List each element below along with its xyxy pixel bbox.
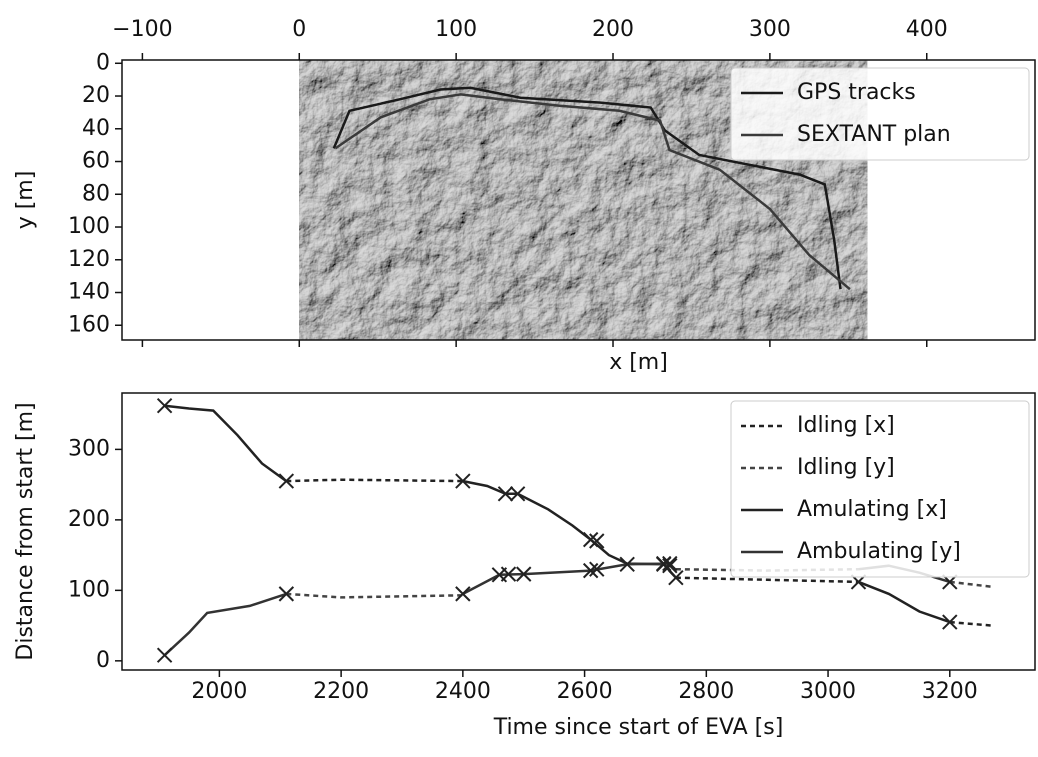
x-tick-label: 2600: [557, 679, 613, 704]
x-tick-label: 3200: [922, 679, 978, 704]
y-tick-label: 100: [68, 577, 110, 602]
legend-label: GPS tracks: [797, 80, 916, 105]
x-axis-label: Time since start of EVA [s]: [493, 715, 784, 740]
legend-label: Idling [x]: [797, 413, 895, 438]
y-tick-label: 20: [82, 83, 110, 108]
y-tick-label: 60: [82, 149, 110, 174]
y-tick-label: 40: [82, 116, 110, 141]
y-tick-label: 0: [96, 50, 110, 75]
y-tick-label: 0: [96, 648, 110, 673]
x-marker: [456, 587, 470, 601]
x-tick-label: 2800: [678, 679, 734, 704]
y-tick-label: 160: [68, 312, 110, 337]
y-tick-label: 200: [68, 507, 110, 532]
x-tick-label: 3000: [800, 679, 856, 704]
legend-label: Ambulating [y]: [797, 539, 961, 564]
x-tick-label: 200: [592, 17, 634, 42]
y-tick-label: 80: [82, 181, 110, 206]
y-tick-label: 100: [68, 214, 110, 239]
x-tick-label: 100: [435, 17, 477, 42]
x-tick-label: 2400: [435, 679, 491, 704]
y-axis-label: Distance from start [m]: [13, 402, 38, 660]
x-tick-label: 2000: [191, 679, 247, 704]
x-axis-label: x [m]: [609, 350, 668, 375]
y-tick-label: 300: [68, 436, 110, 461]
x-tick-label: 400: [906, 17, 948, 42]
x-tick-label: 2200: [313, 679, 369, 704]
y-tick-label: 120: [68, 247, 110, 272]
legend-label: Idling [y]: [797, 455, 895, 480]
x-tick-label: −100: [112, 17, 172, 42]
legend-label: SEXTANT plan: [797, 122, 951, 147]
y-axis-label: y [m]: [13, 171, 38, 230]
x-tick-label: 0: [292, 17, 306, 42]
figure: −1000100200300400020406080100120140160x …: [0, 0, 1038, 757]
x-tick-label: 300: [749, 17, 791, 42]
legend-label: Amulating [x]: [797, 497, 947, 522]
x-marker: [158, 648, 172, 662]
y-tick-label: 140: [68, 280, 110, 305]
